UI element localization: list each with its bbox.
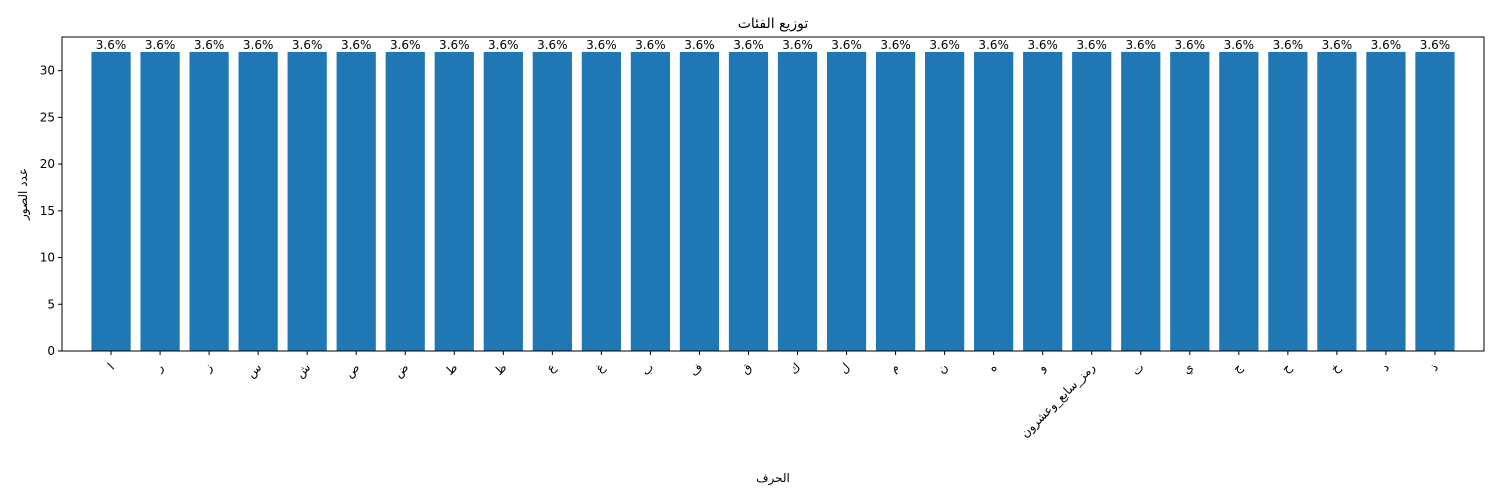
bar-value-label: 3.6% (1224, 38, 1255, 52)
bar-value-label: 3.6% (194, 38, 225, 52)
y-tick-label: 10 (40, 251, 55, 265)
x-tick-label: ج (1230, 360, 1246, 376)
bar-value-label: 3.6% (1322, 38, 1353, 52)
bar (189, 51, 229, 351)
bar-value-label: 3.6% (684, 38, 715, 52)
bar-value-label: 3.6% (978, 38, 1009, 52)
x-tick-label: و (1034, 360, 1049, 375)
bar-value-label: 3.6% (145, 38, 176, 52)
y-axis-tick-labels: 0 5 10 15 20 25 30 (40, 64, 62, 358)
bar (532, 51, 572, 351)
bar (1317, 51, 1357, 351)
x-tick-label: ظ (492, 360, 510, 378)
bar-value-label: 3.6% (1126, 38, 1157, 52)
x-tick-label: ف (687, 360, 706, 379)
bar-value-label: 3.6% (880, 38, 911, 52)
bar (1415, 51, 1455, 351)
y-tick-label: 30 (40, 64, 55, 78)
bar (630, 51, 671, 351)
x-tick-label: م (887, 360, 902, 375)
y-axis-label: عدد الصور (16, 168, 31, 221)
x-tick-label: ح (1279, 360, 1295, 376)
bar-value-label: 3.6% (1076, 38, 1107, 52)
x-tick-label: ق (738, 360, 754, 376)
bar-value-label: 3.6% (1371, 38, 1402, 52)
x-tick-label: ي (1179, 360, 1196, 377)
x-tick-label: ط (443, 360, 461, 378)
bar-value-label: 3.6% (1420, 38, 1451, 52)
y-tick-label: 15 (40, 204, 55, 218)
x-tick-label: ب (639, 360, 657, 378)
bar (1121, 51, 1161, 351)
bar (140, 51, 180, 351)
bar-value-label: 3.6% (733, 38, 764, 52)
bar (925, 51, 965, 351)
x-tick-label: خ (1328, 360, 1344, 376)
bar (974, 51, 1014, 351)
y-tick-label: 5 (47, 297, 55, 311)
x-tick-label: ك (787, 360, 804, 377)
x-tick-label: ل (837, 360, 853, 376)
plot-frame (61, 36, 1485, 352)
bar (483, 51, 523, 351)
x-tick-label: ر (151, 360, 167, 376)
bar-value-label: 3.6% (635, 38, 666, 52)
bar-value-label: 3.6% (488, 38, 519, 52)
bar (385, 51, 425, 351)
x-tick-label: ه (985, 360, 999, 374)
x-tick-label: ذ (1427, 360, 1441, 374)
x-tick-label: رمز_سابع_وعشرون (1018, 360, 1099, 441)
bar (1219, 51, 1259, 351)
bar (1268, 51, 1308, 351)
x-tick-label: غ (593, 360, 609, 376)
bar (875, 51, 916, 351)
x-tick-label: ع (543, 360, 559, 376)
bar (679, 51, 720, 351)
x-tick-label: ز (201, 360, 217, 376)
x-tick-label: ش (293, 360, 314, 381)
bar (728, 51, 769, 351)
x-tick-label: د (1378, 360, 1392, 374)
bar-value-label: 3.6% (439, 38, 470, 52)
x-tick-label: ت (1129, 360, 1147, 378)
bar-value-label: 3.6% (537, 38, 568, 52)
bar-value-label: 3.6% (292, 38, 323, 52)
y-tick-label: 25 (40, 110, 55, 124)
bar (238, 51, 278, 351)
x-tick-label: ص (342, 360, 363, 381)
x-tick-label: ن (935, 360, 951, 376)
y-tick-label: 20 (40, 157, 55, 171)
bar-value-label: 3.6% (586, 38, 617, 52)
bar-value-label: 3.6% (1175, 38, 1206, 52)
bar (1366, 51, 1406, 351)
bar (434, 51, 474, 351)
bar-value-label: 3.6% (782, 38, 813, 52)
bar (826, 51, 867, 351)
x-tick-label: ض (391, 360, 412, 381)
bar-value-label: 3.6% (243, 38, 274, 52)
x-tick-label: س (244, 360, 265, 381)
chart-title: توزيع الفئات (738, 16, 809, 32)
bar (91, 51, 131, 351)
bar (1023, 51, 1063, 351)
bar (287, 51, 327, 351)
bar (1072, 51, 1112, 351)
bar-value-label: 3.6% (96, 38, 127, 52)
bar-value-label: 3.6% (929, 38, 960, 52)
bar-value-label: 3.6% (1273, 38, 1304, 52)
bar-value-label: 3.6% (341, 38, 372, 52)
bar (777, 51, 818, 351)
bar-value-label: 3.6% (831, 38, 862, 52)
bar-value-label: 3.6% (1027, 38, 1058, 52)
bar (1170, 51, 1210, 351)
bar-value-label: 3.6% (390, 38, 421, 52)
bar (581, 51, 621, 351)
y-tick-label: 0 (47, 344, 55, 358)
x-axis-label: الحرف (756, 471, 790, 486)
x-tick-label: ا (105, 360, 117, 372)
bar (336, 51, 376, 351)
bars-layer: 3.6% 3.6% 3.6% 3.6% 3.6% 3.6% 3.6% 3.6% 3.6% 3.6%… (91, 38, 1455, 351)
